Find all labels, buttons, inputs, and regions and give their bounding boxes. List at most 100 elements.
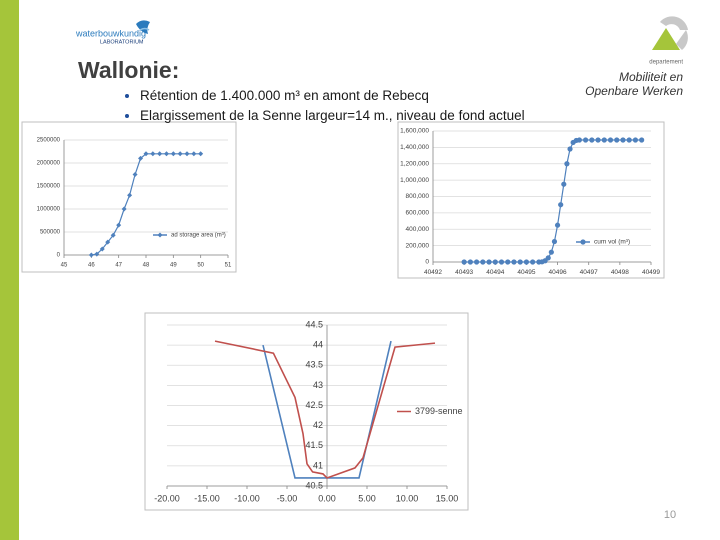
y-tick-label: 1,200,000 <box>400 160 429 167</box>
x-tick-label: 40495 <box>517 269 535 276</box>
bullet-list: Rétention de 1.400.000 m³ en amont de Re… <box>126 86 525 126</box>
data-point <box>461 259 467 265</box>
data-point <box>486 259 492 265</box>
y-tick-label: 2500000 <box>37 138 61 144</box>
data-point <box>157 151 163 157</box>
data-point <box>551 238 558 245</box>
data-point <box>511 259 517 265</box>
x-tick-label: -5.00 <box>277 493 298 503</box>
data-point <box>116 222 122 228</box>
data-point <box>505 259 511 265</box>
y-tick-label: 40.5 <box>305 480 323 490</box>
x-tick-label: 10.00 <box>396 493 419 503</box>
data-point <box>576 137 582 143</box>
bullet: Rétention de 1.400.000 m³ en amont de Re… <box>140 86 525 106</box>
series-line <box>214 340 436 479</box>
data-point <box>558 202 564 208</box>
logo-arc <box>676 30 688 50</box>
y-tick-label: 0 <box>57 253 61 259</box>
logo-name: Mobiliteit en <box>619 70 683 84</box>
data-point <box>607 137 614 143</box>
data-point <box>517 259 523 265</box>
y-tick-label: 2000000 <box>37 161 61 167</box>
logo-dept: departement <box>649 60 683 66</box>
data-point <box>492 259 498 265</box>
x-tick-label: 40498 <box>611 269 629 276</box>
data-point <box>467 259 473 265</box>
y-tick-label: 600,000 <box>406 210 430 217</box>
data-point <box>191 151 197 157</box>
chart: 40.5 41 41.5 42 42.5 43 43.5 44 44.5 -20.00 -15.00… <box>144 312 469 511</box>
data-point <box>474 259 480 265</box>
data-point <box>198 151 204 157</box>
x-tick-label: 50 <box>197 263 204 269</box>
y-tick-label: 1000000 <box>37 207 61 213</box>
y-tick-label: 500000 <box>40 230 61 236</box>
x-tick-label: 46 <box>88 263 95 269</box>
data-point <box>105 239 111 245</box>
data-point <box>595 137 601 143</box>
logo-wave <box>136 20 150 34</box>
data-point <box>548 249 554 255</box>
data-point <box>177 151 183 157</box>
data-point <box>626 137 632 143</box>
y-tick-label: 1,400,000 <box>400 144 429 151</box>
data-point <box>554 222 561 228</box>
x-tick-label: -15.00 <box>194 493 220 503</box>
data-point <box>184 151 190 157</box>
data-point <box>632 137 639 143</box>
x-tick-label: 45 <box>61 263 68 269</box>
side-band <box>0 0 19 540</box>
data-point <box>583 137 589 143</box>
chart-frame <box>397 121 665 279</box>
data-point <box>143 151 149 157</box>
data-point <box>589 137 595 143</box>
y-tick-label: 400,000 <box>406 226 430 233</box>
data-point <box>110 232 116 238</box>
y-tick-label: 41 <box>313 460 323 470</box>
legend-marker <box>157 232 163 238</box>
data-point <box>480 259 486 265</box>
y-tick-label: 200,000 <box>406 242 430 249</box>
logo-arc <box>660 16 688 30</box>
legend-label: ad storage area (m³) <box>171 233 226 239</box>
data-point <box>530 259 536 265</box>
x-tick-label: 51 <box>225 263 232 269</box>
logo-right: departement Mobiliteit en Openbare Werke… <box>585 16 688 98</box>
y-tick-label: 0 <box>425 259 429 266</box>
y-tick-label: 44.5 <box>305 319 323 329</box>
x-tick-label: 40493 <box>455 269 473 276</box>
bullet: Elargissement de la Senne largeur=14 m.,… <box>140 106 525 126</box>
x-tick-label: 40496 <box>549 269 567 276</box>
x-tick-label: 0.00 <box>318 493 336 503</box>
x-tick-label: 49 <box>170 263 177 269</box>
y-tick-label: 44 <box>313 340 323 350</box>
y-tick-label: 42 <box>313 420 323 430</box>
data-point <box>121 206 127 212</box>
data-point <box>170 151 176 157</box>
data-point <box>523 259 530 265</box>
data-point <box>639 137 645 143</box>
data-point <box>164 151 169 157</box>
x-tick-label: 40494 <box>486 269 504 276</box>
logo-wave-line <box>139 27 150 31</box>
x-tick-label: 15.00 <box>436 493 459 503</box>
data-point <box>561 181 567 187</box>
logo-subtext: LABORATORIUM <box>100 39 144 45</box>
data-point <box>132 172 138 177</box>
logo-text: waterbouwkundig <box>75 28 146 38</box>
y-tick-label: 41.5 <box>305 440 323 450</box>
data-point <box>498 259 505 265</box>
x-tick-label: -10.00 <box>234 493 260 503</box>
y-tick-label: 1,000,000 <box>400 177 429 184</box>
data-point <box>150 151 156 157</box>
data-point <box>127 192 133 198</box>
legend-marker <box>580 239 586 245</box>
data-point <box>94 251 100 257</box>
x-tick-label: 40497 <box>580 269 598 276</box>
data-point <box>545 255 551 261</box>
x-tick-label: 40499 <box>642 269 660 276</box>
page-number: 10 <box>664 509 676 521</box>
